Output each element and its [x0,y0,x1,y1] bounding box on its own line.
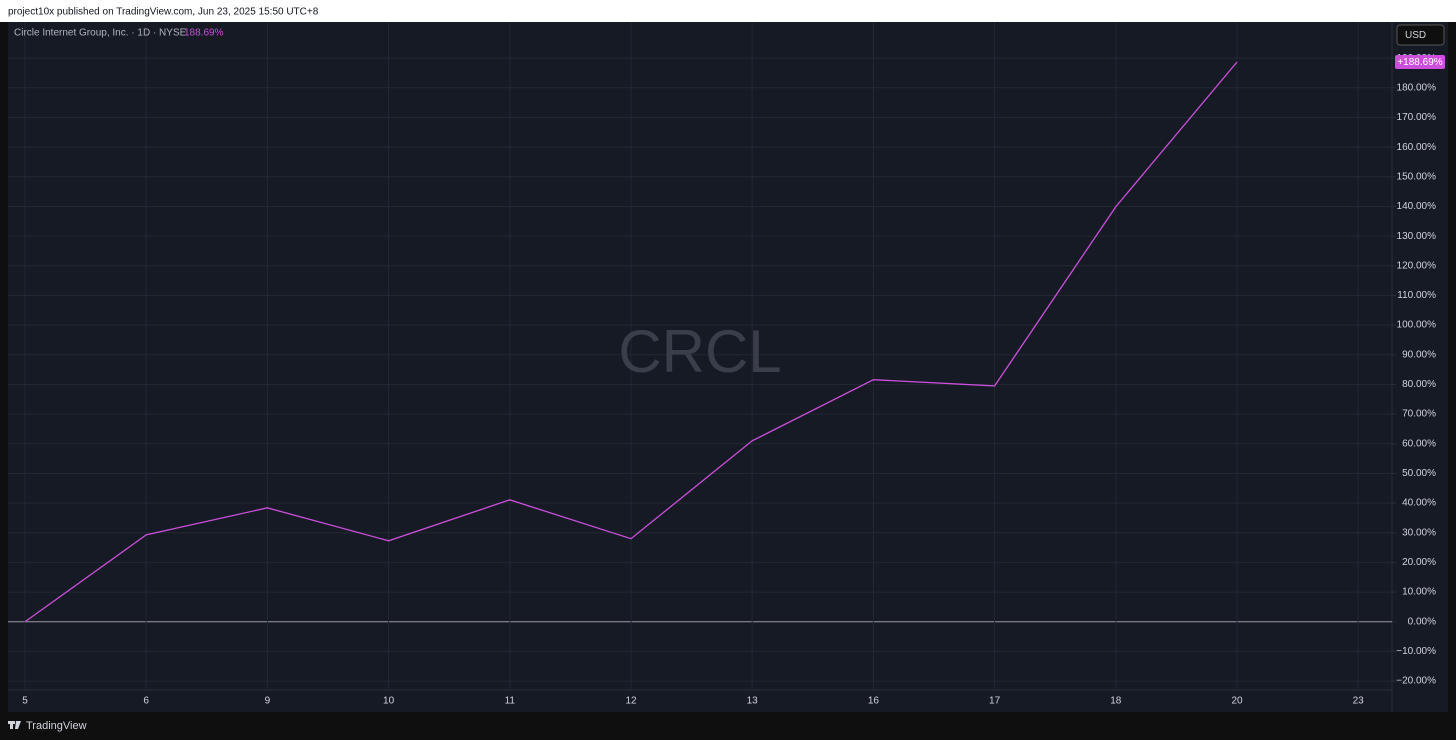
x-tick-label: 11 [505,696,516,707]
x-tick-label: 20 [1231,696,1243,707]
y-tick-label: 140.00% [1397,201,1437,212]
change: 188.69% [184,28,224,39]
y-tick-label: 110.00% [1397,290,1436,301]
y-tick-label: 160.00% [1397,142,1437,153]
y-tick-label: 100.00% [1397,320,1437,331]
x-tick-label: 18 [1110,696,1122,707]
y-tick-label: 130.00% [1397,231,1437,242]
value-label: +188.69% [1397,57,1442,68]
y-tick-label: 150.00% [1397,171,1437,182]
y-tick-label: 10.00% [1402,587,1436,598]
x-tick-label: 6 [143,696,149,707]
y-tick-label: 50.00% [1402,468,1436,479]
x-tick-label: 12 [625,696,637,707]
y-tick-label: 120.00% [1397,260,1437,271]
symbol-info: Circle Internet Group, Inc. · 1D · NYSE [14,28,187,39]
y-tick-label: 40.00% [1402,498,1436,509]
logo [8,721,21,729]
publisher: project10x published on TradingView.com,… [8,7,319,18]
x-tick-label: 23 [1353,696,1365,707]
top-bar [0,0,1456,22]
plot-bg [8,22,1448,712]
grid [8,22,1396,690]
y-tick-label: 170.00% [1397,112,1437,123]
x-tick-label: 16 [868,696,880,707]
x-tick-label: 9 [265,696,271,707]
y-tick-label: 90.00% [1402,349,1436,360]
watermark: CRCL [618,318,781,385]
y-tick-label: 80.00% [1402,379,1436,390]
bottom-bar [0,712,1456,740]
y-tick-label: 70.00% [1402,409,1436,420]
marks [24,61,1238,623]
y-tick-label: −10.00% [1396,646,1436,657]
currency-button[interactable] [1396,24,1445,46]
value-badge [1395,55,1445,70]
brand: TradingView [26,720,87,732]
y-tick-label: 180.00% [1397,82,1437,93]
x-tick-label: 5 [22,696,28,707]
y-tick-label: 20.00% [1402,557,1436,568]
y-tick-label: 0.00% [1408,616,1436,627]
y-tick-label: 30.00% [1402,527,1436,538]
x-tick-label: 13 [747,696,759,707]
y-tick-label: −20.00% [1396,676,1436,687]
currency[interactable]: USD [1405,30,1426,41]
x-tick-label: 17 [989,696,1001,707]
y-tick-label: 60.00% [1402,438,1436,449]
line [24,61,1238,623]
x-tick-label: 10 [383,696,395,707]
